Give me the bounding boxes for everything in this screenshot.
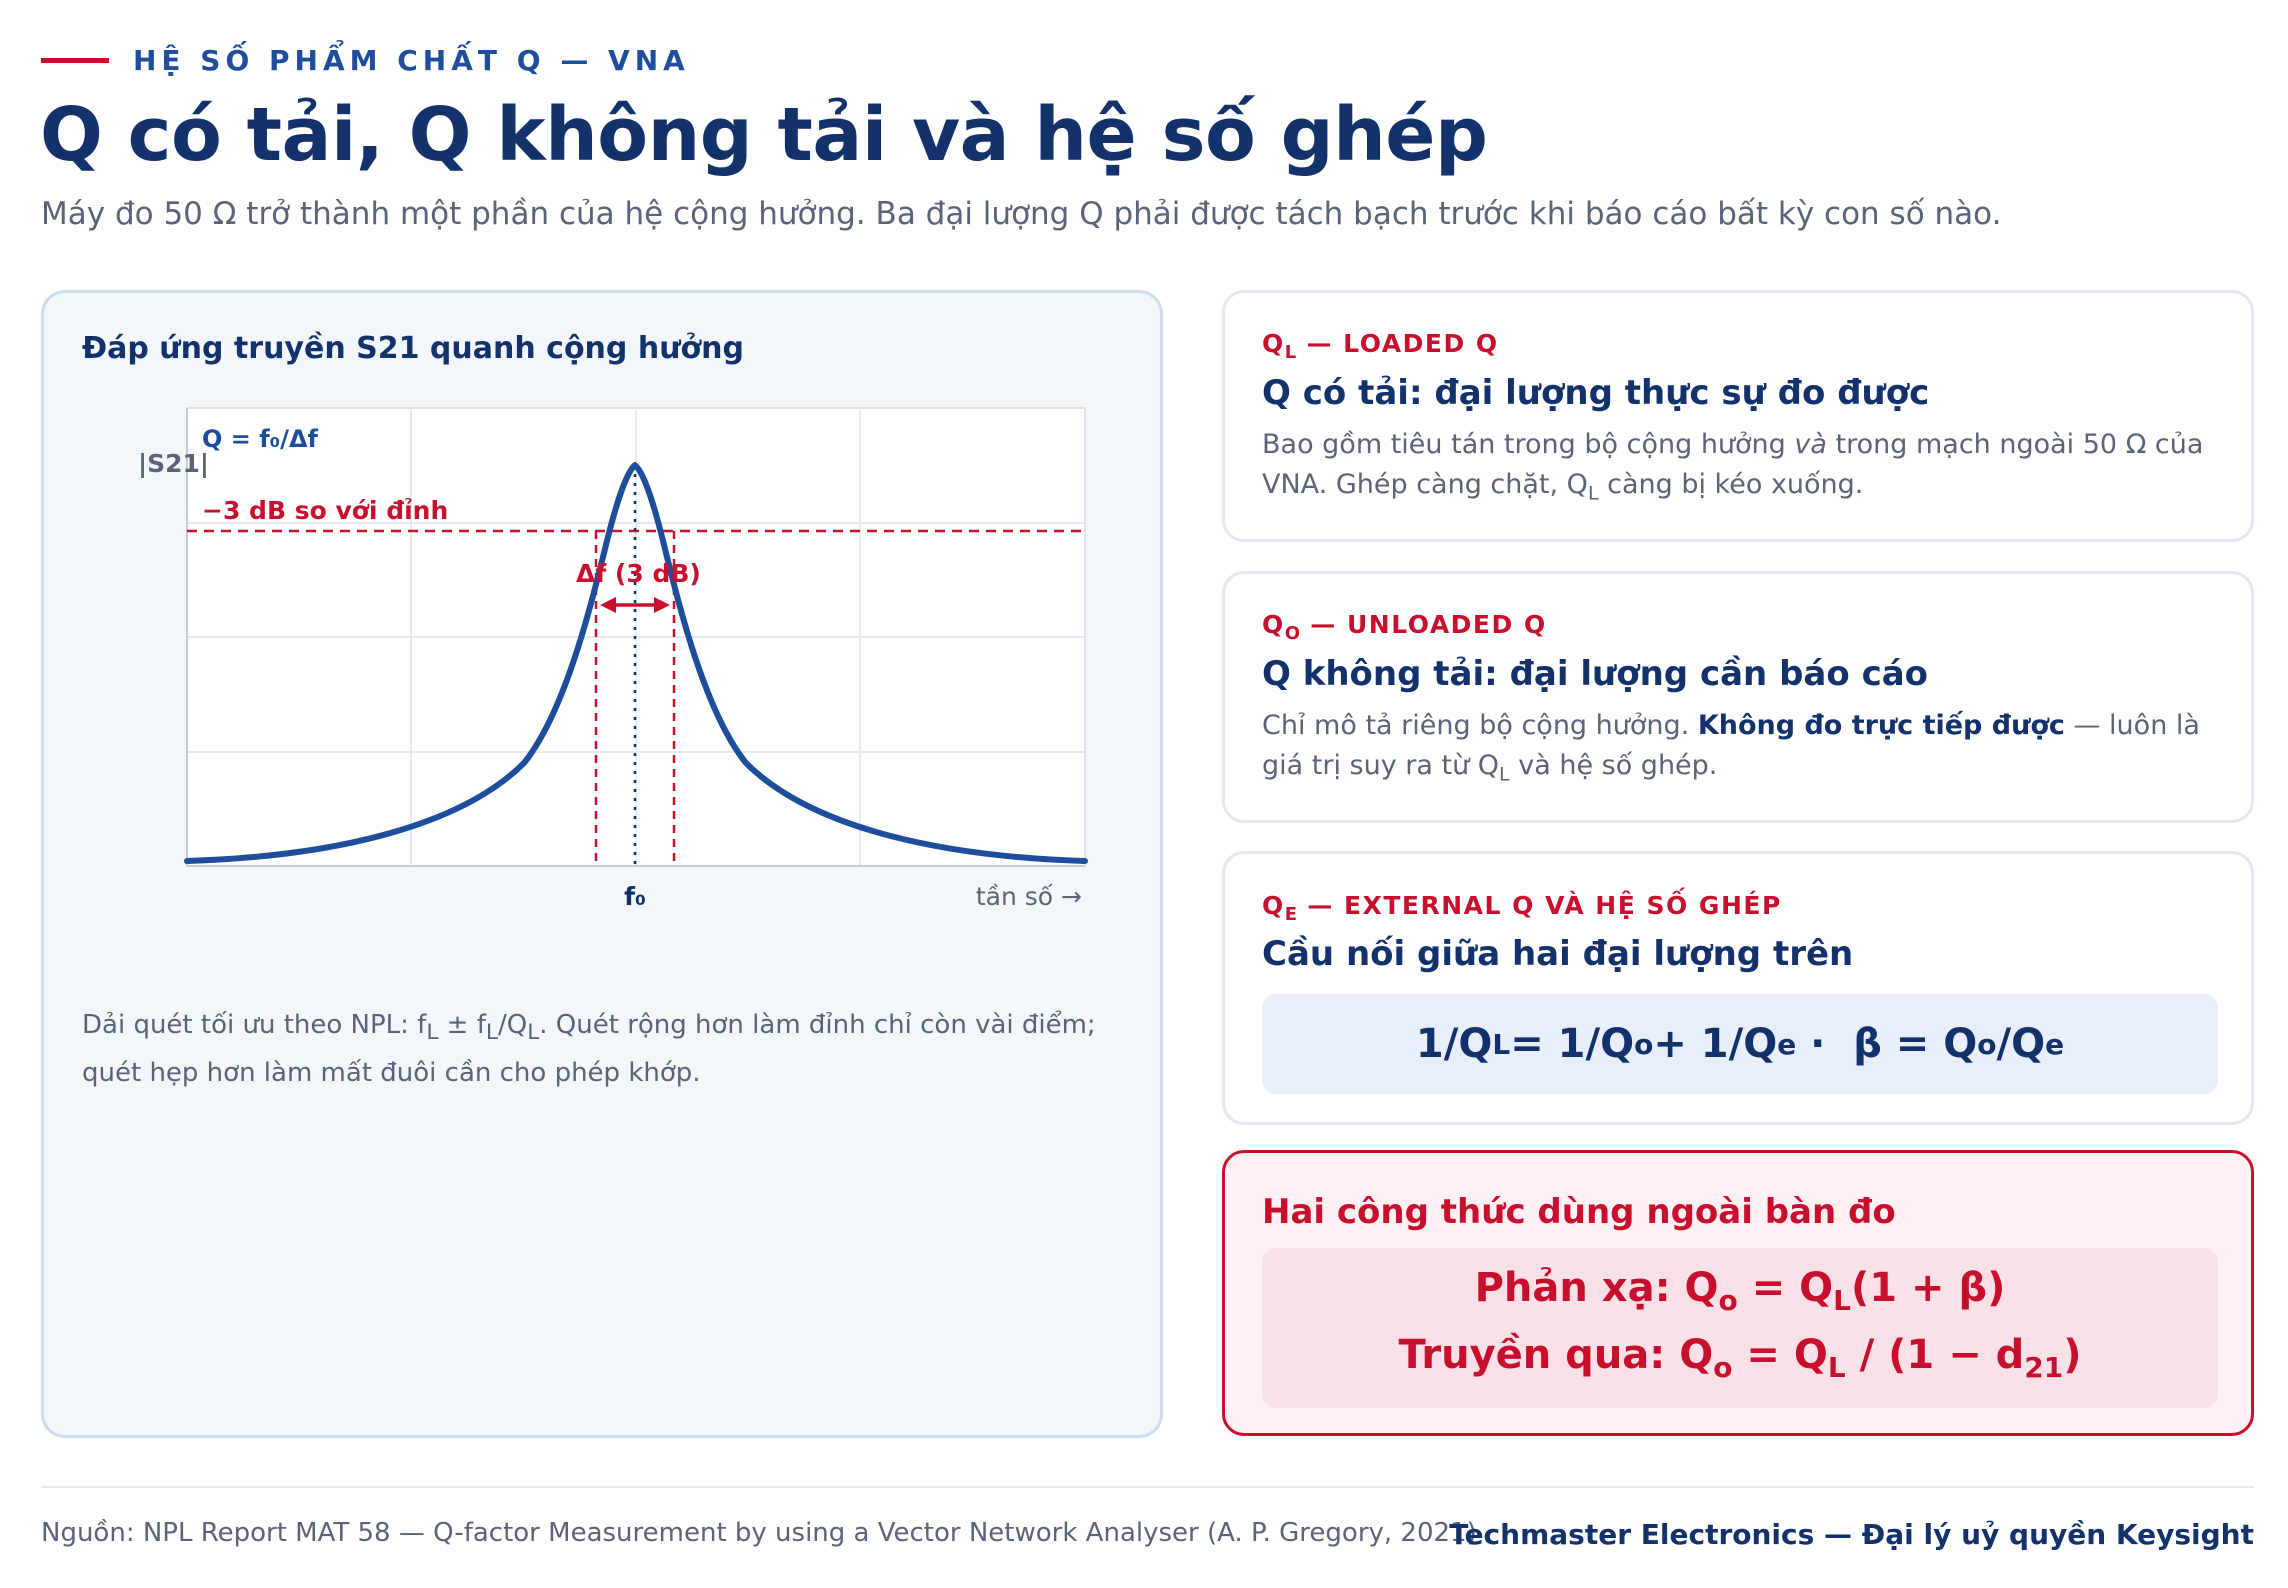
x-axis-label: tần số → (976, 882, 1082, 911)
y-axis-label: |S21| (138, 449, 209, 478)
loaded-q-body: Bao gồm tiêu tán trong bộ cộng hưởng và … (1262, 429, 2204, 505)
external-q-title: Cầu nối giữa hai đại lượng trên (1262, 934, 1854, 974)
eyebrow: HỆ SỐ PHẨM CHẤT Q — VNA (41, 43, 690, 77)
unloaded-q-tag: QO — UNLOADED Q (1262, 610, 1547, 644)
figure-title: Đáp ứng truyền S21 quanh cộng hưởng (82, 331, 744, 366)
minus3db-label: −3 dB so với đỉnh (202, 496, 448, 525)
footer-source: Nguồn: NPL Report MAT 58 — Q-factor Meas… (41, 1518, 1477, 1548)
footer-divider (41, 1486, 2254, 1488)
unloaded-q-card: QO — UNLOADED Q Q không tải: đại lượng c… (1222, 571, 2254, 823)
sweep-range-note: Dải quét tối ưu theo NPL: fL ± fL/QL. Qu… (82, 1010, 1096, 1089)
field-formulas-title: Hai công thức dùng ngoài bàn đo (1262, 1192, 1896, 1232)
q-formula-label: Q = f₀/Δf (202, 425, 319, 453)
external-q-card: QE — EXTERNAL Q VÀ HỆ SỐ GHÉP Cầu nối gi… (1222, 851, 2254, 1125)
field-formulas-card: Hai công thức dùng ngoài bàn đo Phản xạ:… (1222, 1150, 2254, 1436)
bandwidth-label: Δf (3 dB) (576, 559, 701, 588)
reflection-formula: Phản xạ: Qo = QL(1 + β) (1474, 1265, 2006, 1317)
loaded-q-tag: QL — LOADED Q (1262, 329, 1499, 363)
external-q-tag: QE — EXTERNAL Q VÀ HỆ SỐ GHÉP (1262, 891, 1782, 925)
s21-resonance-diagram: |S21| Q = f₀/Δf −3 dB so với đỉnh Δf (3 … (138, 407, 1088, 911)
figure-panel: Đáp ứng truyền S21 quanh cộng hưởng (41, 290, 1163, 1438)
loaded-q-title: Q có tải: đại lượng thực sự đo được (1262, 373, 1930, 413)
unloaded-q-body: Chỉ mô tả riêng bộ cộng hưởng. Không đo … (1262, 710, 2200, 786)
eyebrow-accent-line (41, 57, 109, 63)
page-title: Q có tải, Q không tải và hệ số ghép (40, 92, 1488, 178)
footer-brand: Techmaster Electronics — Đại lý uỷ quyền… (1449, 1518, 2254, 1551)
field-formulas-box: Phản xạ: Qo = QL(1 + β) Truyền qua: Qo =… (1262, 1248, 2218, 1408)
unloaded-q-title: Q không tải: đại lượng cần báo cáo (1262, 654, 1929, 694)
loaded-q-card: QL — LOADED Q Q có tải: đại lượng thực s… (1222, 290, 2254, 542)
f0-label: f₀ (624, 882, 646, 911)
page-subtitle: Máy đo 50 Ω trở thành một phần của hệ cộ… (41, 196, 2002, 232)
transmission-formula: Truyền qua: Qo = QL / (1 − d21) (1398, 1332, 2082, 1384)
bandwidth-arrow (600, 597, 670, 613)
resonance-curve (184, 462, 1088, 864)
eyebrow-text: HỆ SỐ PHẨM CHẤT Q — VNA (133, 43, 690, 77)
